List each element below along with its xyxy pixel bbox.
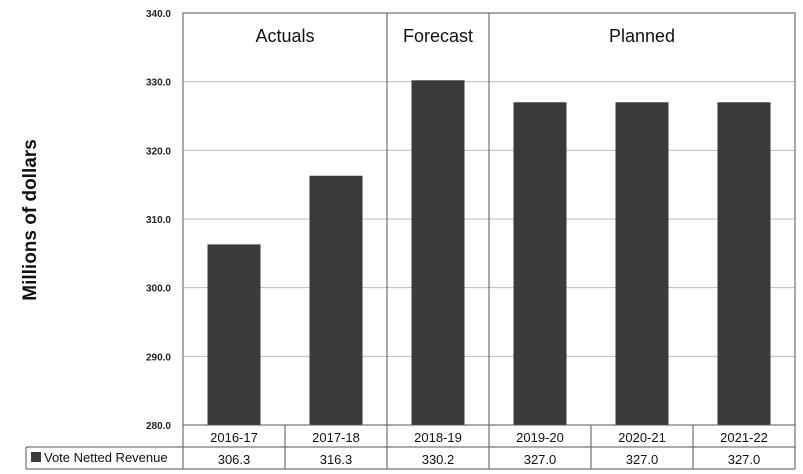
y-tick-label: 280.0 [146, 421, 171, 432]
bar [615, 102, 669, 426]
bar [513, 102, 567, 426]
x-category-label: 2017-18 [312, 430, 360, 445]
section-label: Actuals [255, 26, 314, 46]
data-value-label: 306.3 [218, 452, 251, 467]
section-label: Planned [609, 26, 675, 46]
bar [207, 244, 261, 425]
x-category-label: 2016-17 [210, 430, 258, 445]
data-value-label: 330.2 [422, 452, 455, 467]
section-label: Forecast [403, 26, 473, 46]
y-tick-label: 340.0 [146, 9, 171, 20]
data-table: 2016-17 306.3 2017-18 316.3 2018-19 330.2 2019… [25, 424, 796, 470]
legend-swatch [31, 452, 41, 462]
y-tick-label: 320.0 [146, 146, 171, 157]
data-value-label: 316.3 [320, 452, 353, 467]
y-tick-label: 310.0 [146, 215, 171, 226]
y-tick-label: 300.0 [146, 284, 171, 295]
legend-label: Vote Netted Revenue [44, 450, 168, 465]
y-tick-label: 290.0 [146, 352, 171, 363]
bar [309, 175, 363, 425]
data-value-label: 327.0 [626, 452, 659, 467]
y-axis-label: Millions of dollars [20, 139, 41, 301]
data-value-label: 327.0 [524, 452, 557, 467]
bar [411, 80, 465, 425]
x-category-label: 2021-22 [720, 430, 768, 445]
x-category-label: 2020-21 [618, 430, 666, 445]
x-category-label: 2018-19 [414, 430, 462, 445]
data-value-label: 327.0 [728, 452, 761, 467]
x-category-label: 2019-20 [516, 430, 564, 445]
bars [207, 80, 771, 426]
y-tick-label: 330.0 [146, 78, 171, 89]
y-axis-ticks: 280.0 290.0 300.0 310.0 320.0 330.0 340.0 [146, 9, 171, 432]
bar [717, 102, 771, 426]
